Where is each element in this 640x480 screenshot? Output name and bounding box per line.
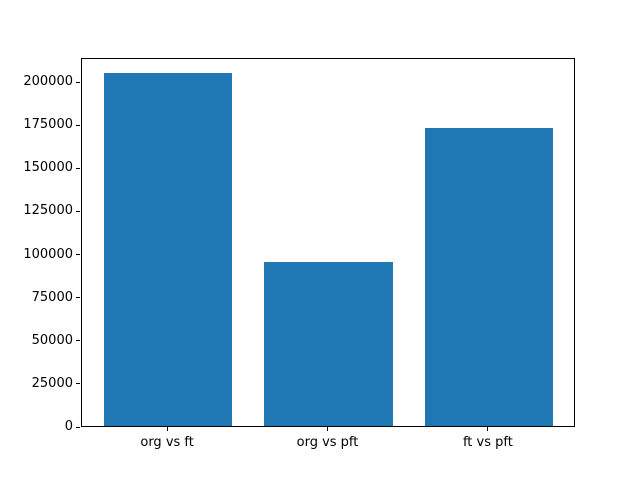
y-tick-label: 100000 [23,246,73,262]
y-axis-tick [76,426,80,428]
y-tick-label: 150000 [23,160,73,176]
y-axis-tick [76,210,80,212]
x-axis-tick [487,427,489,431]
y-tick-label: 125000 [23,203,73,219]
y-axis-tick [76,254,80,256]
y-tick-label: 25000 [31,375,73,391]
bar-ft-vs-pft [424,127,554,426]
x-tick-label: org vs ft [140,435,194,450]
x-axis-tick [166,427,168,431]
y-axis-tick [76,167,80,169]
y-tick-label: 75000 [31,289,73,305]
y-axis-tick [76,124,80,126]
x-axis-tick [327,427,328,431]
y-axis-tick [76,297,80,299]
y-axis-tick [76,383,80,385]
bar-org-vs-ft [103,73,233,426]
y-tick-label: 200000 [23,74,73,90]
y-tick-label: 175000 [23,117,73,133]
y-axis-tick [76,81,80,83]
y-tick-label: 0 [64,419,73,434]
y-axis-tick [76,340,80,342]
x-tick-label: org vs pft [296,435,359,450]
x-tick-label: ft vs pft [462,435,513,450]
bar-org-vs-pft [264,261,393,426]
axes-frame [80,58,575,427]
y-tick-label: 50000 [31,332,73,348]
